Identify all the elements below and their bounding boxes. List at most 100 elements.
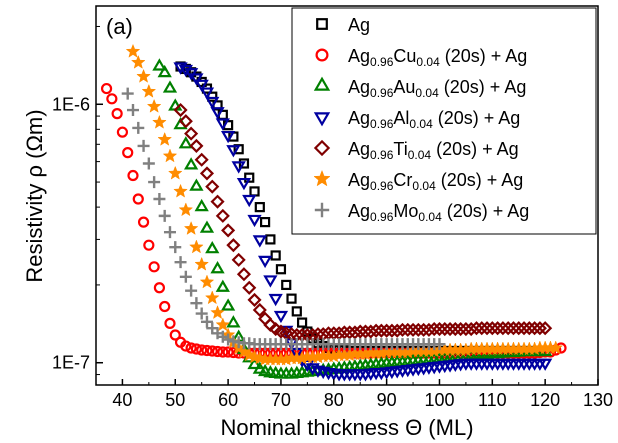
data-point xyxy=(157,64,172,78)
data-point xyxy=(194,79,209,92)
data-point xyxy=(215,208,230,223)
data-point xyxy=(226,145,241,158)
data-point xyxy=(337,325,352,340)
data-point xyxy=(183,157,199,170)
data-point xyxy=(522,321,537,336)
data-point xyxy=(305,363,320,376)
data-point xyxy=(137,216,150,228)
data-point xyxy=(136,68,151,83)
data-point xyxy=(211,345,224,358)
data-point xyxy=(469,321,484,336)
data-point xyxy=(490,321,505,336)
data-point xyxy=(263,275,278,288)
y-tick-label: 1E-6 xyxy=(52,94,90,114)
data-point xyxy=(121,87,134,100)
data-point xyxy=(215,279,230,292)
x-tick-label: 130 xyxy=(583,390,613,410)
data-point xyxy=(464,321,479,337)
data-point xyxy=(195,307,208,320)
data-point xyxy=(358,324,373,339)
data-point xyxy=(395,322,410,337)
data-point xyxy=(127,169,139,182)
data-point xyxy=(199,220,215,233)
data-point xyxy=(485,321,500,336)
data-point xyxy=(296,317,308,328)
legend-marker xyxy=(316,18,328,30)
data-point xyxy=(495,321,510,336)
data-point xyxy=(199,274,215,289)
data-point xyxy=(200,315,213,328)
data-point xyxy=(132,121,145,134)
data-point xyxy=(194,152,209,167)
data-point xyxy=(226,315,241,328)
data-point xyxy=(184,126,199,141)
data-point xyxy=(201,344,213,357)
data-point xyxy=(479,321,495,336)
data-points xyxy=(100,43,567,382)
x-tick-label: 50 xyxy=(165,390,185,410)
data-point xyxy=(205,179,220,194)
data-point xyxy=(152,58,167,71)
data-point xyxy=(190,297,203,310)
data-point xyxy=(122,147,134,159)
x-tick-label: 80 xyxy=(324,390,344,410)
data-point xyxy=(400,322,415,337)
data-point xyxy=(273,310,289,324)
data-point xyxy=(173,183,188,198)
data-point xyxy=(432,321,447,337)
data-point xyxy=(185,342,197,354)
x-tick-label: 60 xyxy=(218,390,238,410)
data-point xyxy=(199,87,215,100)
data-point xyxy=(242,280,257,295)
data-point xyxy=(189,73,204,86)
x-tick-label: 70 xyxy=(271,390,291,410)
data-point xyxy=(220,298,236,311)
data-point xyxy=(374,323,389,338)
legend-marker xyxy=(314,202,330,218)
data-point xyxy=(174,256,187,269)
data-point xyxy=(215,118,230,131)
data-point xyxy=(179,270,192,283)
data-point xyxy=(226,238,241,253)
data-point xyxy=(130,54,146,69)
data-point xyxy=(163,226,176,239)
data-point xyxy=(169,241,182,254)
data-point xyxy=(194,198,209,212)
data-point xyxy=(173,102,188,118)
plot-frame xyxy=(95,5,599,386)
legend-label: Ag0.96Ti0.04 (20s) + Ag xyxy=(348,139,519,162)
data-point xyxy=(210,305,225,320)
data-point xyxy=(210,107,225,120)
data-point xyxy=(185,284,198,297)
legend-label: Ag0.96Cu0.04 (20s) + Ag xyxy=(348,46,527,69)
data-point xyxy=(270,250,281,261)
data-point xyxy=(405,322,421,337)
data-point xyxy=(538,321,553,336)
data-point xyxy=(153,193,166,206)
data-point xyxy=(215,317,231,332)
data-point xyxy=(196,344,208,356)
data-point xyxy=(416,322,431,337)
data-point xyxy=(247,356,262,370)
data-point xyxy=(106,93,118,105)
data-point xyxy=(442,321,458,337)
data-point xyxy=(141,83,157,98)
data-point xyxy=(157,131,173,146)
data-point xyxy=(236,177,252,191)
x-tick-label: 100 xyxy=(424,390,454,410)
data-point xyxy=(132,193,144,205)
data-point xyxy=(178,114,193,129)
data-point xyxy=(363,324,378,339)
data-point xyxy=(252,361,267,374)
data-point xyxy=(205,240,220,254)
data-point xyxy=(216,330,229,343)
legend-label: Ag0.96Mo0.04 (20s) + Ag xyxy=(348,201,529,224)
legend: Ag Ag0.96Cu0.04 (20s) + Ag Ag0.96Au0.04 (2… xyxy=(291,7,597,235)
legend-marker xyxy=(315,48,329,62)
data-point xyxy=(221,223,236,238)
data-point xyxy=(164,317,176,329)
data-point xyxy=(137,139,150,152)
data-point xyxy=(116,126,129,138)
data-point xyxy=(532,321,547,336)
